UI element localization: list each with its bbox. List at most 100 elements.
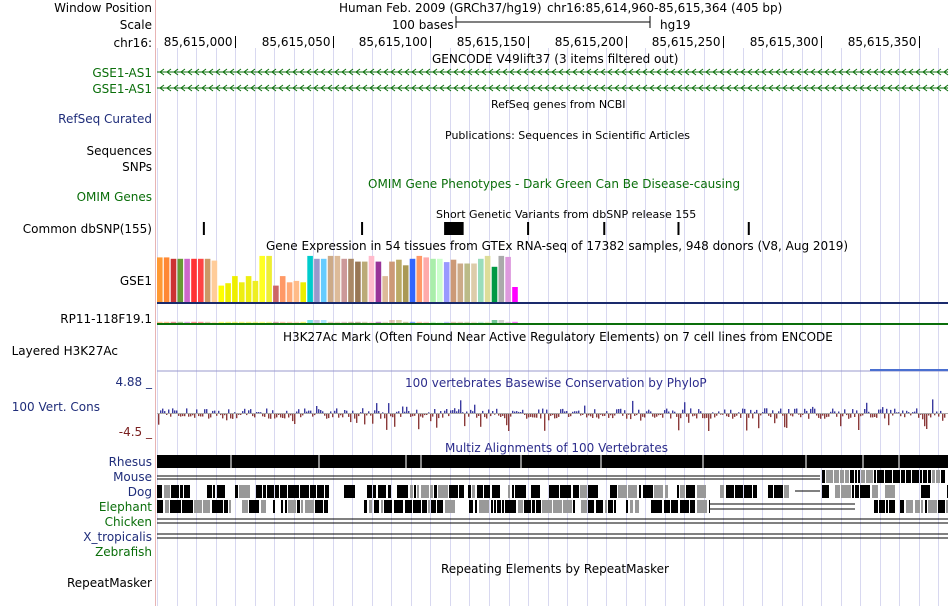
alignment-block-mouse[interactable] xyxy=(822,470,825,483)
alignment-block[interactable] xyxy=(596,500,603,513)
alignment-block[interactable] xyxy=(378,485,386,498)
alignment-block[interactable] xyxy=(157,500,163,513)
alignment-block-mouse[interactable] xyxy=(874,470,876,483)
gtex-tissue-bar[interactable] xyxy=(259,255,265,302)
alignment-block[interactable] xyxy=(374,500,379,513)
alignment-block-mouse[interactable] xyxy=(855,470,857,483)
gtex-tissue-bar[interactable] xyxy=(245,276,252,302)
alignment-block[interactable] xyxy=(235,485,238,498)
alignment-block-mouse[interactable] xyxy=(858,470,860,483)
coordinate-ruler[interactable]: 85,615,000 85,615,050 85,615,100 85,615,150… xyxy=(164,16,920,49)
repeatmasker-track-title[interactable]: Repeating Elements by RepeatMasker xyxy=(441,562,669,576)
alignment-block[interactable] xyxy=(852,485,854,498)
alignment-block[interactable] xyxy=(273,500,275,513)
alignment-block[interactable] xyxy=(643,485,653,498)
alignment-block[interactable] xyxy=(475,500,477,513)
gtex-tissue-bar[interactable] xyxy=(382,321,388,323)
gtex-tissue-bar[interactable] xyxy=(471,321,477,323)
alignment-block[interactable] xyxy=(608,500,613,513)
alignment-block-mouse[interactable] xyxy=(877,470,884,483)
alignment-block[interactable] xyxy=(502,500,504,513)
species-label-dog[interactable]: Dog xyxy=(127,485,152,499)
omim-track-title[interactable]: OMIM Gene Phenotypes - Dark Green Can Be… xyxy=(368,177,741,191)
gtex-tissue-bar[interactable] xyxy=(348,258,354,302)
gtex-tissue-bar[interactable] xyxy=(293,321,300,323)
gencode-item-label-1[interactable]: GSE1-AS1 xyxy=(92,66,152,80)
alignment-block[interactable] xyxy=(947,485,948,498)
alignment-block[interactable] xyxy=(410,485,413,498)
alignment-block[interactable] xyxy=(157,485,162,498)
gtex-tissue-bar[interactable] xyxy=(498,320,505,323)
alignment-block[interactable] xyxy=(588,500,594,513)
alignment-block[interactable] xyxy=(651,500,662,513)
alignment-block[interactable] xyxy=(618,485,627,498)
gtex-tissue-bar[interactable] xyxy=(327,255,334,302)
gtex-tissue-bar[interactable] xyxy=(225,321,231,323)
dbsnp-variant[interactable] xyxy=(527,222,530,235)
alignment-block[interactable] xyxy=(889,500,895,513)
gtex-tissue-bar[interactable] xyxy=(218,285,225,302)
alignment-block[interactable] xyxy=(841,485,851,498)
gtex-tissue-bar[interactable] xyxy=(396,259,402,302)
alignment-block[interactable] xyxy=(531,485,540,498)
gtex-tissue-bar[interactable] xyxy=(512,287,518,302)
gtex-tissue-bar[interactable] xyxy=(505,256,511,302)
gencode-track[interactable] xyxy=(157,68,949,92)
gtex-tissue-bar[interactable] xyxy=(279,276,286,302)
alignment-block[interactable] xyxy=(665,485,668,498)
dbsnp-variant[interactable] xyxy=(361,222,364,235)
alignment-block[interactable] xyxy=(288,500,296,513)
alignment-block[interactable] xyxy=(886,500,888,513)
dbsnp-track[interactable] xyxy=(202,222,750,235)
alignment-block[interactable] xyxy=(680,485,685,498)
gtex-tissue-bar[interactable] xyxy=(423,257,429,302)
gtex-tissue-bar[interactable] xyxy=(512,321,518,323)
alignment-block-mouse[interactable] xyxy=(834,470,839,483)
gtex-tissue-bar[interactable] xyxy=(355,321,361,323)
alignment-block[interactable] xyxy=(515,485,526,498)
alignment-block[interactable] xyxy=(207,485,212,498)
gtex-tissue-bar[interactable] xyxy=(163,321,170,323)
gtex-tissue-bar[interactable] xyxy=(437,321,443,323)
alignment-block[interactable] xyxy=(373,485,376,498)
alignment-block[interactable] xyxy=(697,500,707,513)
gtex-tissue-bar[interactable] xyxy=(211,321,218,323)
alignment-block[interactable] xyxy=(610,485,617,498)
gtex-tissue-bar[interactable] xyxy=(184,321,190,323)
alignment-block[interactable] xyxy=(242,500,248,513)
alignment-block[interactable] xyxy=(605,500,607,513)
alignment-block[interactable] xyxy=(906,500,913,513)
alignment-block[interactable] xyxy=(925,500,927,513)
gtex-tissue-bar[interactable] xyxy=(361,261,368,302)
alignment-block[interactable] xyxy=(164,485,170,498)
alignment-block[interactable] xyxy=(229,500,231,513)
alignment-block-mouse[interactable] xyxy=(906,470,911,483)
alignment-block[interactable] xyxy=(654,485,663,498)
window-position-readout[interactable]: chr16:85,614,960-85,615,364 (405 bp) xyxy=(547,1,783,15)
alignment-block[interactable] xyxy=(664,500,670,513)
h3k27ac-track-label[interactable]: Layered H3K27Ac xyxy=(11,344,118,358)
alignment-block[interactable] xyxy=(560,485,571,498)
alignment-block[interactable] xyxy=(438,485,448,498)
alignment-block-mouse[interactable] xyxy=(941,470,945,483)
refseq-track-label[interactable]: RefSeq Curated xyxy=(58,112,152,126)
alignment-block[interactable] xyxy=(472,485,475,498)
alignment-block[interactable] xyxy=(300,485,309,498)
gtex-tissue-bar[interactable] xyxy=(423,321,429,323)
gtex-tissue-bar[interactable] xyxy=(443,262,450,302)
dbsnp-track-label[interactable]: Common dbSNP(155) xyxy=(22,222,152,236)
alignment-block[interactable] xyxy=(397,485,408,498)
gtex-tissue-bar[interactable] xyxy=(457,263,464,303)
gtex-tissue-bar[interactable] xyxy=(484,255,491,302)
gtex-tissue-bar[interactable] xyxy=(355,261,361,302)
alignment-block[interactable] xyxy=(677,485,679,498)
alignment-block[interactable] xyxy=(297,500,300,513)
dbsnp-track-title[interactable]: Short Genetic Variants from dbSNP releas… xyxy=(436,208,697,221)
alignment-block[interactable] xyxy=(697,485,706,498)
species-label-chicken[interactable]: Chicken xyxy=(104,515,152,529)
multiz-track-title[interactable]: Multiz Alignments of 100 Vertebrates xyxy=(445,441,669,455)
gtex-tissue-bar[interactable] xyxy=(341,321,347,323)
alignment-block[interactable] xyxy=(532,500,535,513)
alignment-block[interactable] xyxy=(239,485,250,498)
alignment-block[interactable] xyxy=(768,485,773,498)
